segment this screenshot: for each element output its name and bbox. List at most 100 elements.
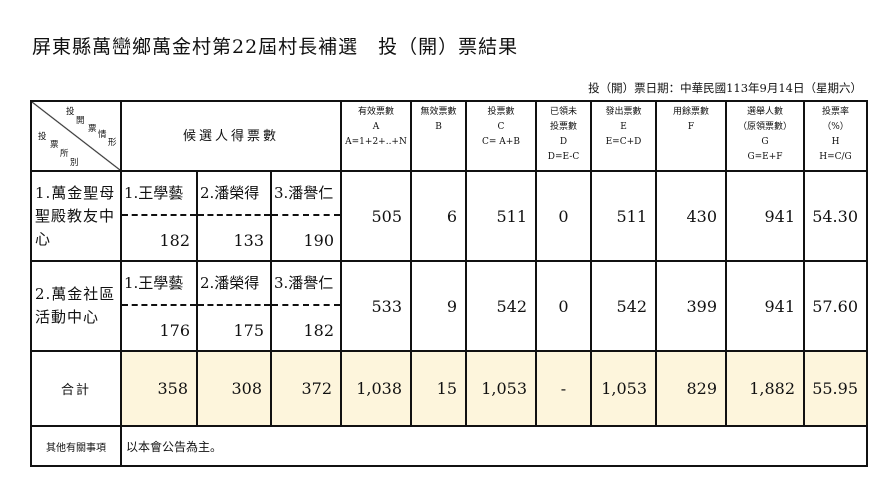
candidates-header: 候選人得票數 — [120, 100, 342, 172]
candidate-votes: 133 — [233, 231, 264, 250]
value-cell: 511 — [590, 170, 657, 262]
notes-text: 以本會公告為主。 — [120, 425, 868, 467]
diagonal-header-cell: 投 開 票 情 形 投 票 所 別 — [30, 100, 122, 172]
total-value: 1,882 — [725, 350, 805, 427]
candidate-cell: 2.潘榮得 175 — [196, 260, 272, 352]
total-candidate-votes: 372 — [270, 350, 342, 427]
results-table: 投 開 票 情 形 投 票 所 別 候選人得票數 有效票數 A A=1+2+..+N… — [30, 100, 868, 467]
candidate-name: 1.王學藝 — [124, 184, 184, 202]
column-header-line: E=C+D — [605, 137, 642, 147]
value-cell: 0 — [535, 260, 592, 352]
polling-station: 2.萬金社區活動中心 — [30, 260, 122, 352]
column-header-line: 選舉人數 — [746, 107, 783, 117]
total-candidate-votes: 308 — [196, 350, 272, 427]
candidate-name: 2.潘榮得 — [200, 274, 260, 292]
total-value: 829 — [655, 350, 727, 427]
dashed-divider — [198, 304, 270, 306]
table-row: 1.萬金聖母聖殿教友中心 1.王學藝 182 2.潘榮得 133 3.潘譽仁 190 505 6… — [30, 170, 868, 262]
candidate-cell: 2.潘榮得 133 — [196, 170, 272, 262]
total-value: 1,053 — [465, 350, 537, 427]
candidate-votes: 182 — [303, 321, 334, 340]
dashed-divider — [198, 214, 270, 216]
candidate-cell: 3.潘譽仁 190 — [270, 170, 342, 262]
column-header-line: A — [372, 122, 380, 132]
value-cell: 542 — [465, 260, 537, 352]
value-cell: 542 — [590, 260, 657, 352]
total-label: 合計 — [30, 350, 122, 427]
candidate-votes: 176 — [159, 321, 190, 340]
diag-char: 票 — [50, 140, 59, 150]
candidate-name: 3.潘譽仁 — [274, 184, 334, 202]
column-header: 選舉人數 （原領票數） G G=E+F — [725, 100, 805, 172]
column-header: 投票數 C C= A+B — [465, 100, 537, 172]
total-value: - — [535, 350, 592, 427]
column-header-line: （%） — [822, 122, 849, 132]
column-header-line: 投票數 — [549, 122, 577, 132]
candidate-cell: 1.王學藝 176 — [120, 260, 198, 352]
value-cell: 430 — [655, 170, 727, 262]
notes-label: 其他有關事項 — [30, 425, 122, 467]
column-header-line: F — [687, 122, 695, 132]
column-header-line: A=1+2+..+N — [345, 137, 407, 147]
column-header-line: 已領未 — [549, 107, 577, 117]
column-header-line: H — [831, 137, 840, 147]
notes-row: 其他有關事項 以本會公告為主。 — [30, 425, 868, 467]
total-candidate-votes: 358 — [120, 350, 198, 427]
page-title: 屏東縣萬巒鄉萬金村第22屆村長補選 投（開）票結果 — [32, 36, 519, 58]
dashed-divider — [272, 304, 340, 306]
total-value: 1,038 — [340, 350, 412, 427]
column-header-line: 無效票數 — [420, 107, 457, 117]
total-row: 合計 358 308 372 1,038 15 1,053-1,053 829 1,882 55.… — [30, 350, 868, 427]
column-header: 發出票數 E E=C+D — [590, 100, 657, 172]
total-value: 15 — [410, 350, 467, 427]
diag-char: 別 — [70, 158, 79, 168]
dashed-divider — [122, 214, 196, 216]
candidate-votes: 175 — [233, 321, 264, 340]
column-header: 有效票數 A A=1+2+..+N — [340, 100, 412, 172]
column-header-line: C — [497, 122, 505, 132]
election-date: 投（開）票日期：中華民國113年9月14日（星期六） — [588, 81, 862, 95]
candidate-cell: 3.潘譽仁 182 — [270, 260, 342, 352]
table-row: 2.萬金社區活動中心 1.王學藝 176 2.潘榮得 175 3.潘譽仁 182 533 9 54… — [30, 260, 868, 352]
candidate-name: 1.王學藝 — [124, 274, 184, 292]
diag-char: 所 — [60, 149, 69, 159]
candidate-votes: 190 — [303, 231, 334, 250]
column-header: 用餘票數 F — [655, 100, 727, 172]
column-header-line: D=E-C — [547, 152, 580, 162]
total-value: 1,053 — [590, 350, 657, 427]
column-header-line: 投票數 — [487, 107, 515, 117]
column-header-line: G=E+F — [747, 152, 783, 162]
value-cell: 941 — [725, 170, 805, 262]
column-header-line: 用餘票數 — [672, 107, 709, 117]
value-cell: 511 — [465, 170, 537, 262]
candidate-votes: 182 — [159, 231, 190, 250]
dashed-divider — [122, 304, 196, 306]
column-header-line: 有效票數 — [357, 107, 394, 117]
candidate-name: 3.潘譽仁 — [274, 274, 334, 292]
value-cell: 6 — [410, 170, 467, 262]
column-header-line: G — [761, 137, 769, 147]
value-cell: 505 — [340, 170, 412, 262]
diag-char: 投 — [66, 107, 75, 117]
diag-char: 票 — [88, 124, 97, 134]
value-cell: 54.30 — [803, 170, 868, 262]
candidate-cell: 1.王學藝 182 — [120, 170, 198, 262]
column-header-line: （原領票數） — [737, 122, 792, 132]
column-header: 投票率 （%） H H=C/G — [803, 100, 868, 172]
candidate-name: 2.潘榮得 — [200, 184, 260, 202]
column-header-line: E — [620, 122, 627, 132]
value-cell: 533 — [340, 260, 412, 352]
value-cell: 941 — [725, 260, 805, 352]
value-cell: 399 — [655, 260, 727, 352]
column-header-line: H=C/G — [819, 152, 852, 162]
column-header: 無效票數 B — [410, 100, 467, 172]
value-cell: 0 — [535, 170, 592, 262]
value-cell: 9 — [410, 260, 467, 352]
column-header-line: C= A+B — [482, 137, 520, 147]
diag-char: 投 — [38, 132, 47, 142]
total-value: 55.95 — [803, 350, 868, 427]
column-header-line: D — [559, 137, 568, 147]
column-header-line: 投票率 — [821, 107, 849, 117]
diag-char: 形 — [108, 138, 117, 148]
diag-char: 開 — [76, 116, 85, 126]
